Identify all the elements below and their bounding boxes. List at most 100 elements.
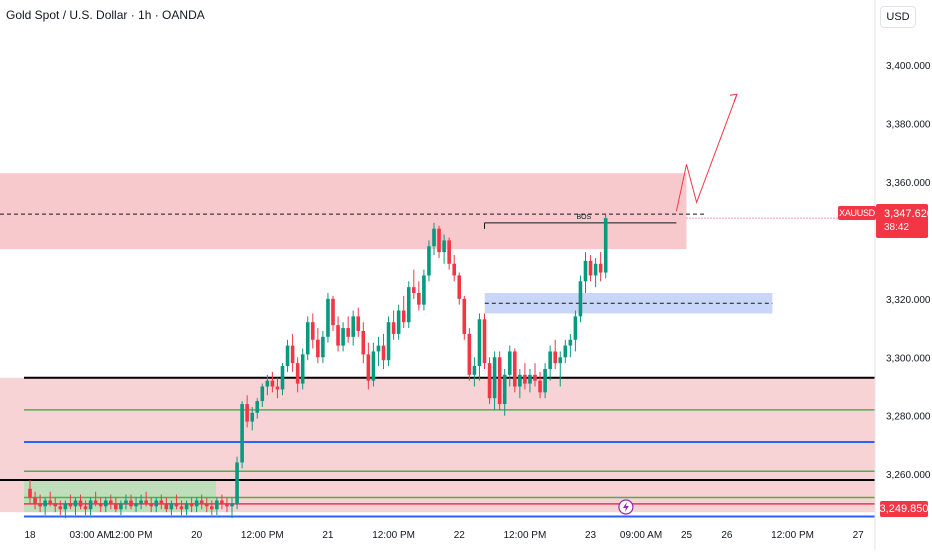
candle-body[interactable] bbox=[295, 363, 300, 384]
candle-body[interactable] bbox=[164, 503, 169, 510]
candle-body[interactable] bbox=[523, 374, 527, 384]
candle-body[interactable] bbox=[513, 351, 517, 387]
candle-body[interactable] bbox=[467, 333, 472, 375]
candle-body[interactable] bbox=[220, 500, 224, 504]
candle-body[interactable] bbox=[260, 386, 265, 402]
candle-body[interactable] bbox=[43, 500, 47, 507]
candle-body[interactable] bbox=[406, 287, 411, 323]
candle-body[interactable] bbox=[487, 363, 492, 399]
candle-body[interactable] bbox=[391, 322, 396, 334]
candle-body[interactable] bbox=[124, 500, 128, 504]
candle-body[interactable] bbox=[194, 500, 199, 507]
candle-body[interactable] bbox=[497, 357, 502, 405]
candle-body[interactable] bbox=[290, 345, 295, 364]
candle-body[interactable] bbox=[83, 506, 88, 510]
candle-body[interactable] bbox=[351, 316, 355, 337]
resistance-zone[interactable] bbox=[0, 173, 687, 250]
candle-body[interactable] bbox=[437, 228, 441, 253]
candle-body[interactable] bbox=[588, 260, 593, 276]
candle-body[interactable] bbox=[305, 322, 310, 355]
candle-body[interactable] bbox=[422, 275, 426, 305]
candle-body[interactable] bbox=[442, 240, 446, 253]
candle-body[interactable] bbox=[245, 404, 249, 422]
candle-body[interactable] bbox=[502, 374, 507, 405]
candle-body[interactable] bbox=[558, 357, 563, 364]
candle-body[interactable] bbox=[326, 298, 330, 337]
candle-body[interactable] bbox=[199, 500, 204, 504]
candle-body[interactable] bbox=[159, 500, 164, 504]
candle-body[interactable] bbox=[477, 319, 482, 367]
currency-button[interactable]: USD bbox=[880, 6, 916, 28]
candle-body[interactable] bbox=[139, 500, 143, 504]
candle-body[interactable] bbox=[543, 368, 547, 393]
candle-body[interactable] bbox=[149, 503, 153, 507]
candle-body[interactable] bbox=[396, 310, 401, 334]
candle-body[interactable] bbox=[73, 500, 78, 507]
candle-body[interactable] bbox=[336, 325, 340, 346]
candle-body[interactable] bbox=[578, 281, 583, 317]
candle-body[interactable] bbox=[240, 404, 244, 463]
candle-body[interactable] bbox=[447, 240, 451, 264]
candle-body[interactable] bbox=[68, 503, 73, 507]
projection-arrow[interactable] bbox=[675, 94, 738, 212]
candle-body[interactable] bbox=[598, 263, 603, 273]
candle-body[interactable] bbox=[538, 380, 542, 393]
candle-body[interactable] bbox=[189, 503, 194, 507]
candle-body[interactable] bbox=[33, 497, 37, 504]
candle-body[interactable] bbox=[98, 503, 103, 507]
candle-body[interactable] bbox=[174, 503, 179, 507]
candle-body[interactable] bbox=[518, 374, 522, 387]
candle-body[interactable] bbox=[583, 260, 588, 282]
candle-body[interactable] bbox=[462, 298, 467, 334]
candle-body[interactable] bbox=[103, 500, 108, 507]
candle-body[interactable] bbox=[386, 322, 391, 361]
candle-body[interactable] bbox=[472, 366, 477, 375]
candle-body[interactable] bbox=[179, 506, 184, 510]
candle-body[interactable] bbox=[331, 298, 335, 326]
candle-body[interactable] bbox=[215, 500, 219, 510]
candle-body[interactable] bbox=[401, 310, 406, 323]
candle-body[interactable] bbox=[280, 366, 285, 390]
candle-body[interactable] bbox=[300, 354, 305, 384]
candle-body[interactable] bbox=[169, 503, 174, 510]
candle-body[interactable] bbox=[507, 351, 512, 375]
candle-body[interactable] bbox=[528, 374, 532, 384]
candle-body[interactable] bbox=[563, 345, 568, 358]
candle-body[interactable] bbox=[356, 316, 361, 331]
candle-body[interactable] bbox=[270, 380, 275, 387]
candle-body[interactable] bbox=[48, 500, 52, 504]
candle-body[interactable] bbox=[492, 357, 497, 399]
candle-body[interactable] bbox=[381, 345, 386, 361]
candle-body[interactable] bbox=[255, 401, 260, 413]
candle-body[interactable] bbox=[28, 488, 32, 498]
candle-body[interactable] bbox=[316, 339, 320, 358]
candle-body[interactable] bbox=[275, 386, 280, 390]
candle-body[interactable] bbox=[230, 503, 234, 507]
candle-body[interactable] bbox=[432, 228, 436, 247]
candle-body[interactable] bbox=[250, 412, 254, 422]
candle-body[interactable] bbox=[235, 462, 239, 504]
candle-body[interactable] bbox=[93, 500, 98, 504]
candle-body[interactable] bbox=[225, 503, 229, 507]
candle-body[interactable] bbox=[452, 263, 456, 276]
candle-body[interactable] bbox=[88, 500, 93, 510]
candle-body[interactable] bbox=[553, 351, 557, 364]
candle-body[interactable] bbox=[119, 503, 123, 510]
candle-body[interactable] bbox=[376, 345, 381, 352]
candle-body[interactable] bbox=[593, 263, 598, 276]
candle-body[interactable] bbox=[482, 319, 487, 364]
candle-body[interactable] bbox=[568, 339, 573, 346]
candle-body[interactable] bbox=[114, 503, 118, 510]
candle-body[interactable] bbox=[603, 218, 608, 273]
candle-body[interactable] bbox=[38, 503, 42, 507]
candle-body[interactable] bbox=[361, 330, 366, 355]
candle-body[interactable] bbox=[533, 374, 537, 381]
candle-body[interactable] bbox=[78, 500, 83, 507]
candle-body[interactable] bbox=[144, 500, 148, 504]
candle-body[interactable] bbox=[573, 316, 578, 340]
candle-body[interactable] bbox=[184, 503, 189, 510]
candle-body[interactable] bbox=[341, 328, 345, 346]
candle-body[interactable] bbox=[427, 246, 431, 276]
